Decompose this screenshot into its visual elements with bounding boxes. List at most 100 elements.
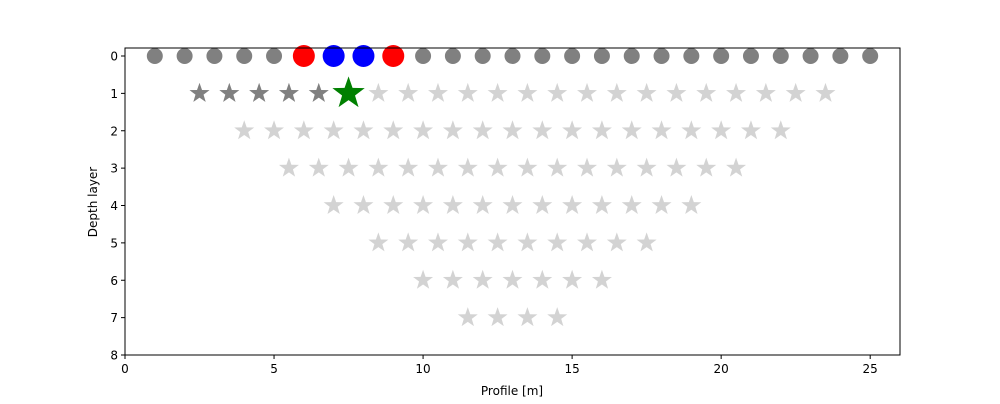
x-axis-label: Profile [m] bbox=[481, 384, 543, 398]
datum-point-star bbox=[442, 269, 463, 289]
datum-point-star bbox=[264, 120, 285, 140]
datum-point-star bbox=[591, 195, 612, 214]
datum-point-star bbox=[591, 269, 612, 289]
x-tick-label: 25 bbox=[863, 362, 878, 376]
electrode-marker bbox=[742, 48, 759, 64]
datum-point-star bbox=[278, 157, 299, 177]
electrode-marker bbox=[564, 48, 581, 64]
datum-point-star bbox=[472, 195, 493, 214]
datum-point-star bbox=[234, 120, 255, 140]
potential-electrode-marker bbox=[352, 45, 375, 67]
datum-point-star bbox=[547, 307, 568, 327]
datum-point-star bbox=[815, 82, 836, 102]
electrode-marker bbox=[444, 48, 461, 64]
y-tick-label: 6 bbox=[110, 274, 118, 288]
datum-point-star bbox=[457, 157, 478, 177]
datum-point-star bbox=[666, 82, 687, 102]
datum-point-star bbox=[666, 157, 687, 177]
datum-point-star bbox=[457, 82, 478, 102]
current-electrode-marker bbox=[292, 45, 315, 67]
datum-point-star bbox=[457, 232, 478, 252]
datum-point-star bbox=[547, 82, 568, 102]
electrode-marker bbox=[623, 48, 640, 64]
y-tick-label: 1 bbox=[110, 87, 118, 101]
datum-point-star bbox=[726, 82, 747, 102]
measured-point-star bbox=[278, 82, 299, 102]
datum-point-star bbox=[517, 82, 538, 102]
datum-point-star bbox=[517, 157, 538, 177]
datum-point-star bbox=[562, 120, 583, 140]
datum-point-star bbox=[636, 232, 657, 252]
y-tick-label: 3 bbox=[110, 162, 118, 176]
datum-point-star bbox=[427, 232, 448, 252]
electrode-marker bbox=[802, 48, 819, 64]
datum-point-star bbox=[636, 82, 657, 102]
datum-point-star bbox=[487, 157, 508, 177]
datum-point-star bbox=[457, 307, 478, 327]
datum-point-star bbox=[383, 195, 404, 214]
datum-point-star bbox=[398, 82, 419, 102]
datum-point-star bbox=[726, 157, 747, 177]
y-tick-label: 4 bbox=[110, 199, 118, 213]
y-tick-label: 5 bbox=[110, 236, 118, 250]
datum-point-star bbox=[338, 157, 359, 177]
datum-point-star bbox=[442, 195, 463, 214]
electrode-marker bbox=[772, 48, 789, 64]
datum-point-star bbox=[383, 120, 404, 140]
datum-point-star bbox=[681, 120, 702, 140]
axes-frame bbox=[124, 47, 901, 356]
measured-point-star bbox=[249, 82, 270, 102]
plot-area bbox=[146, 45, 879, 327]
datum-point-star bbox=[562, 269, 583, 289]
y-axis-ticks: 0 1 2 3 4 5 6 7 8 bbox=[110, 50, 125, 363]
datum-point-star bbox=[308, 157, 329, 177]
datum-point-star bbox=[323, 120, 344, 140]
y-tick-label: 7 bbox=[110, 311, 118, 325]
datum-point-star bbox=[740, 120, 761, 140]
datum-point-star bbox=[413, 269, 434, 289]
datum-point-star bbox=[606, 232, 627, 252]
datum-point-star bbox=[517, 232, 538, 252]
datum-point-star bbox=[532, 120, 553, 140]
datum-point-star bbox=[696, 157, 717, 177]
datum-point-star bbox=[532, 269, 553, 289]
electrode-marker bbox=[266, 48, 283, 64]
datum-point-star bbox=[427, 157, 448, 177]
datum-point-star bbox=[517, 307, 538, 327]
x-tick-label: 15 bbox=[564, 362, 579, 376]
datum-point-star bbox=[427, 82, 448, 102]
electrode-marker bbox=[534, 48, 551, 64]
datum-point-star bbox=[547, 157, 568, 177]
datum-point-star bbox=[323, 195, 344, 214]
electrode-marker bbox=[862, 48, 879, 64]
datum-point-star bbox=[413, 195, 434, 214]
datum-point-star bbox=[681, 195, 702, 214]
datum-point-star bbox=[606, 157, 627, 177]
datum-point-star bbox=[621, 195, 642, 214]
x-tick-label: 0 bbox=[121, 362, 129, 376]
datum-point-star bbox=[651, 120, 672, 140]
y-tick-label: 0 bbox=[110, 50, 118, 64]
datum-point-star bbox=[487, 82, 508, 102]
electrode-marker bbox=[504, 48, 521, 64]
datum-point-star bbox=[472, 269, 493, 289]
datum-point-star bbox=[398, 157, 419, 177]
electrode-marker bbox=[206, 48, 223, 64]
datum-point-star bbox=[502, 195, 523, 214]
electrode-marker bbox=[593, 48, 610, 64]
datum-point-star bbox=[711, 120, 732, 140]
datum-point-star bbox=[368, 157, 389, 177]
current-electrode-marker bbox=[382, 45, 405, 67]
measured-point-star bbox=[219, 82, 240, 102]
datum-point-star bbox=[413, 120, 434, 140]
x-tick-label: 10 bbox=[415, 362, 430, 376]
electrode-marker bbox=[415, 48, 432, 64]
datum-point-star bbox=[487, 232, 508, 252]
datum-point-star bbox=[562, 195, 583, 214]
datum-point-star bbox=[368, 232, 389, 252]
measured-point-star bbox=[308, 82, 329, 102]
electrode-marker bbox=[832, 48, 849, 64]
datum-point-star bbox=[577, 157, 598, 177]
